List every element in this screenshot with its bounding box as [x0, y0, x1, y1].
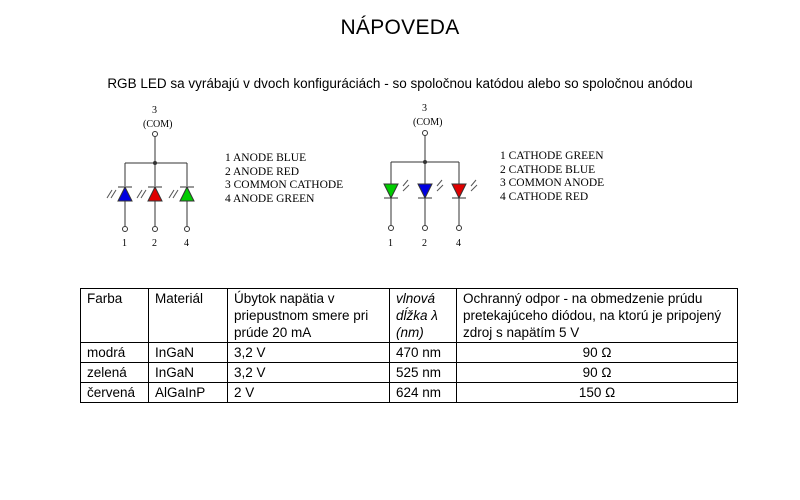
right-com-terminal — [422, 130, 428, 136]
cell-material: AlGaInP — [148, 382, 228, 403]
common-cathode-schematic: 3 (COM) — [106, 105, 195, 249]
table-row: zelená InGaN 3,2 V 525 nm 90 Ω — [80, 362, 738, 383]
cell-wavelength: 470 nm — [389, 342, 457, 363]
legend-item: 2 ANODE RED — [225, 165, 300, 178]
right-pin-label: 2 — [422, 238, 427, 249]
legend-item: 4 CATHODE RED — [500, 190, 589, 203]
table-row: modrá InGaN 3,2 V 470 nm 90 Ω — [80, 342, 738, 363]
legend-item: 3 COMMON CATHODE — [225, 179, 344, 191]
cell-voltage: 2 V — [227, 382, 390, 403]
right-pin-top-label: 3 — [422, 103, 427, 114]
right-pin-label: 1 — [388, 238, 393, 249]
cell-wavelength: 624 nm — [389, 382, 457, 403]
cell-color: červená — [80, 382, 149, 403]
rgb-led-schematics: 3 (COM) — [106, 103, 478, 249]
cell-color: modrá — [80, 342, 149, 363]
common-anode-schematic: 3 (COM) — [383, 103, 478, 249]
legend-item: 2 CATHODE BLUE — [500, 163, 596, 176]
led-blue — [106, 185, 133, 202]
table-row: červená AlGaInP 2 V 624 nm 150 Ω — [80, 382, 738, 403]
header-voltage: Úbytok napätia v priepustnom smere pri p… — [227, 288, 390, 343]
legend-item: 3 COMMON ANODE — [500, 177, 605, 189]
left-com-label: (COM) — [143, 119, 172, 130]
right-pin-label: 4 — [456, 238, 461, 249]
led-red — [136, 185, 163, 202]
page-subtitle: RGB LED sa vyrábajú v dvoch konfiguráciá… — [107, 76, 693, 91]
header-color: Farba — [80, 288, 149, 343]
header-wavelength: vlnová dĺžka λ (nm) — [389, 288, 457, 343]
led-green — [168, 185, 195, 202]
legend-item: 1 CATHODE GREEN — [500, 150, 604, 162]
cell-voltage: 3,2 V — [227, 362, 390, 383]
legend-item: 1 ANODE BLUE — [225, 152, 307, 164]
cell-resistor: 90 Ω — [456, 362, 738, 383]
cell-material: InGaN — [148, 362, 228, 383]
left-pin-label: 1 — [122, 238, 127, 249]
led-red — [451, 179, 478, 200]
cell-resistor: 90 Ω — [456, 342, 738, 363]
right-com-label: (COM) — [413, 117, 442, 128]
led-blue — [417, 179, 444, 200]
left-pin-legend: 1 ANODE BLUE 2 ANODE RED 3 COMMON CATHOD… — [225, 152, 343, 206]
header-material: Materiál — [148, 288, 228, 343]
cell-voltage: 3,2 V — [227, 342, 390, 363]
left-pin-top-label: 3 — [152, 105, 157, 116]
left-com-terminal — [152, 131, 158, 137]
legend-item: 4 ANODE GREEN — [225, 192, 315, 205]
cell-resistor: 150 Ω — [456, 382, 738, 403]
header-resistor: Ochranný odpor - na obmedzenie prúdu pre… — [456, 288, 738, 343]
cell-material: InGaN — [148, 342, 228, 363]
left-pin-label: 4 — [184, 238, 189, 249]
cell-wavelength: 525 nm — [389, 362, 457, 383]
left-pin-label: 2 — [152, 238, 157, 249]
table-header-row: Farba Materiál Úbytok napätia v priepust… — [80, 288, 738, 343]
right-pin-legend: 1 CATHODE GREEN 2 CATHODE BLUE 3 COMMON … — [500, 150, 604, 204]
cell-color: zelená — [80, 362, 149, 383]
led-properties-table: Farba Materiál Úbytok napätia v priepust… — [80, 288, 738, 403]
led-green — [383, 179, 410, 200]
page-title: NÁPOVEDA — [340, 16, 460, 39]
